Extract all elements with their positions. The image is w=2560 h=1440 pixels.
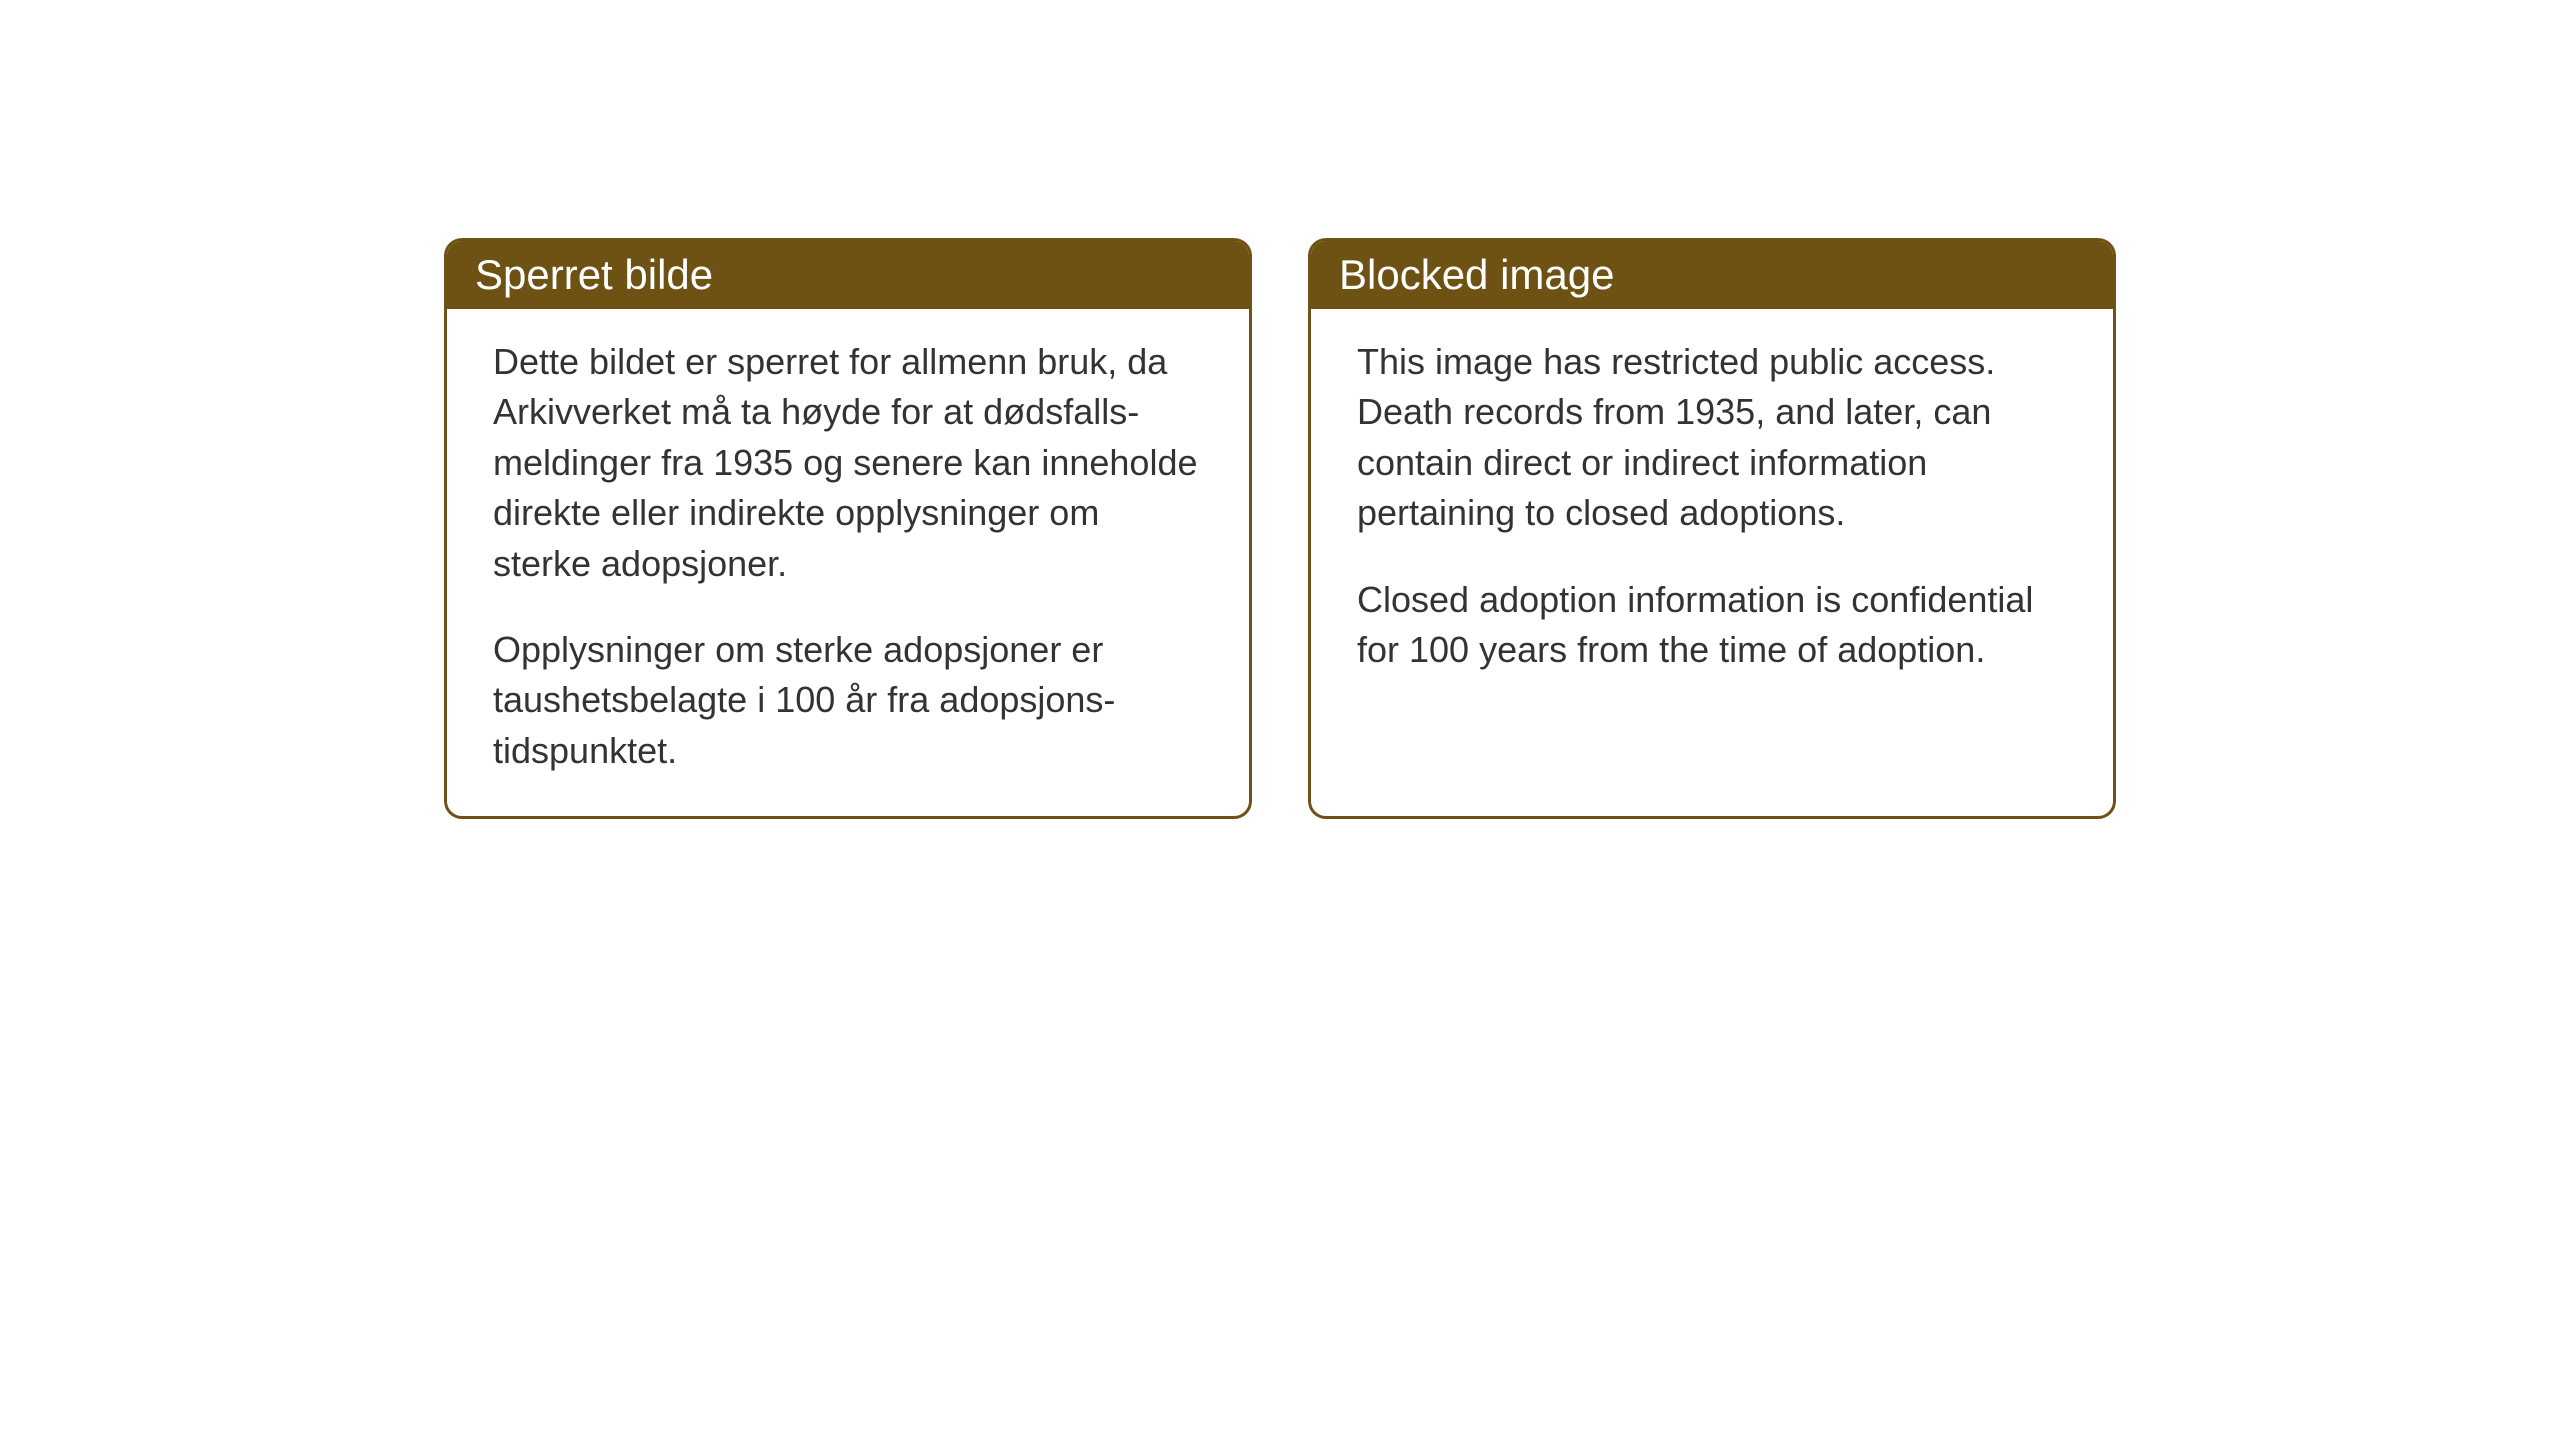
- card-norwegian: Sperret bilde Dette bildet er sperret fo…: [444, 238, 1252, 819]
- card-paragraph-1-english: This image has restricted public access.…: [1357, 337, 2067, 539]
- card-paragraph-2-english: Closed adoption information is confident…: [1357, 575, 2067, 676]
- card-paragraph-1-norwegian: Dette bildet er sperret for allmenn bruk…: [493, 337, 1203, 589]
- card-header-english: Blocked image: [1311, 241, 2113, 309]
- card-english: Blocked image This image has restricted …: [1308, 238, 2116, 819]
- card-body-norwegian: Dette bildet er sperret for allmenn bruk…: [447, 309, 1249, 816]
- card-paragraph-2-norwegian: Opplysninger om sterke adopsjoner er tau…: [493, 625, 1203, 776]
- card-header-norwegian: Sperret bilde: [447, 241, 1249, 309]
- cards-container: Sperret bilde Dette bildet er sperret fo…: [444, 238, 2116, 819]
- card-body-english: This image has restricted public access.…: [1311, 309, 2113, 715]
- card-title-norwegian: Sperret bilde: [475, 251, 713, 298]
- card-title-english: Blocked image: [1339, 251, 1614, 298]
